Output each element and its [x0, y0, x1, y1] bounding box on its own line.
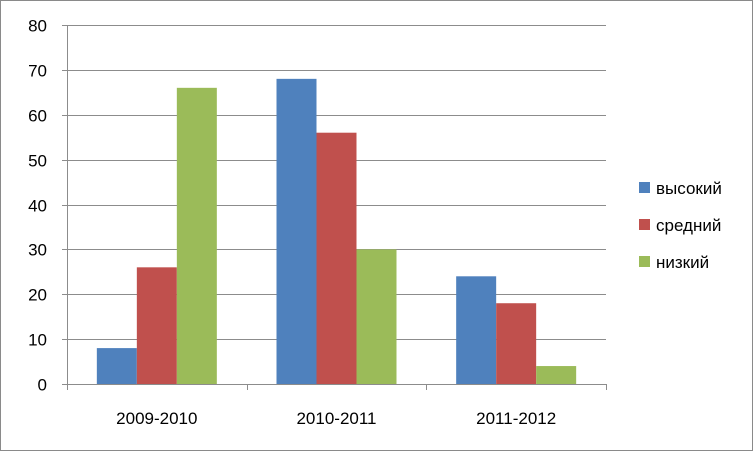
axes	[62, 25, 607, 390]
y-tick-label: 30	[28, 241, 47, 260]
bar-1-2	[276, 78, 317, 384]
legend-swatch	[639, 219, 650, 230]
bar-2-2	[316, 132, 357, 384]
y-tick-label: 20	[28, 286, 47, 305]
y-tick-label: 70	[28, 62, 47, 81]
bar-3-2	[356, 249, 397, 384]
legend: высокий средний низкий	[639, 179, 722, 272]
bar-2-1	[136, 267, 177, 384]
legend-swatch	[639, 182, 650, 193]
y-tick-label: 60	[28, 107, 47, 126]
x-category-label: 2010-2011	[296, 409, 376, 428]
bar-2-3	[496, 303, 537, 384]
y-tick-label: 0	[38, 376, 47, 395]
bars	[96, 78, 577, 384]
bar-1-1	[96, 348, 137, 384]
y-tick-labels: 0 10 20 30 40 50 60 70 80	[28, 17, 47, 395]
bar-1-3	[456, 276, 497, 384]
y-tick-label: 80	[28, 17, 47, 36]
legend-label: высокий	[656, 179, 722, 198]
x-category-label: 2011-2012	[476, 409, 556, 428]
x-category-labels: 2009-2010 2010-2011 2011-2012	[116, 409, 556, 428]
legend-label: низкий	[656, 253, 709, 272]
legend-label: средний	[656, 216, 721, 235]
y-tick-label: 10	[28, 331, 47, 350]
legend-swatch	[639, 256, 650, 267]
x-category-label: 2009-2010	[116, 409, 197, 428]
y-tick-label: 40	[28, 197, 47, 216]
bar-3-3	[536, 366, 577, 384]
bar-3-1	[176, 87, 217, 384]
y-tick-label: 50	[28, 152, 47, 171]
